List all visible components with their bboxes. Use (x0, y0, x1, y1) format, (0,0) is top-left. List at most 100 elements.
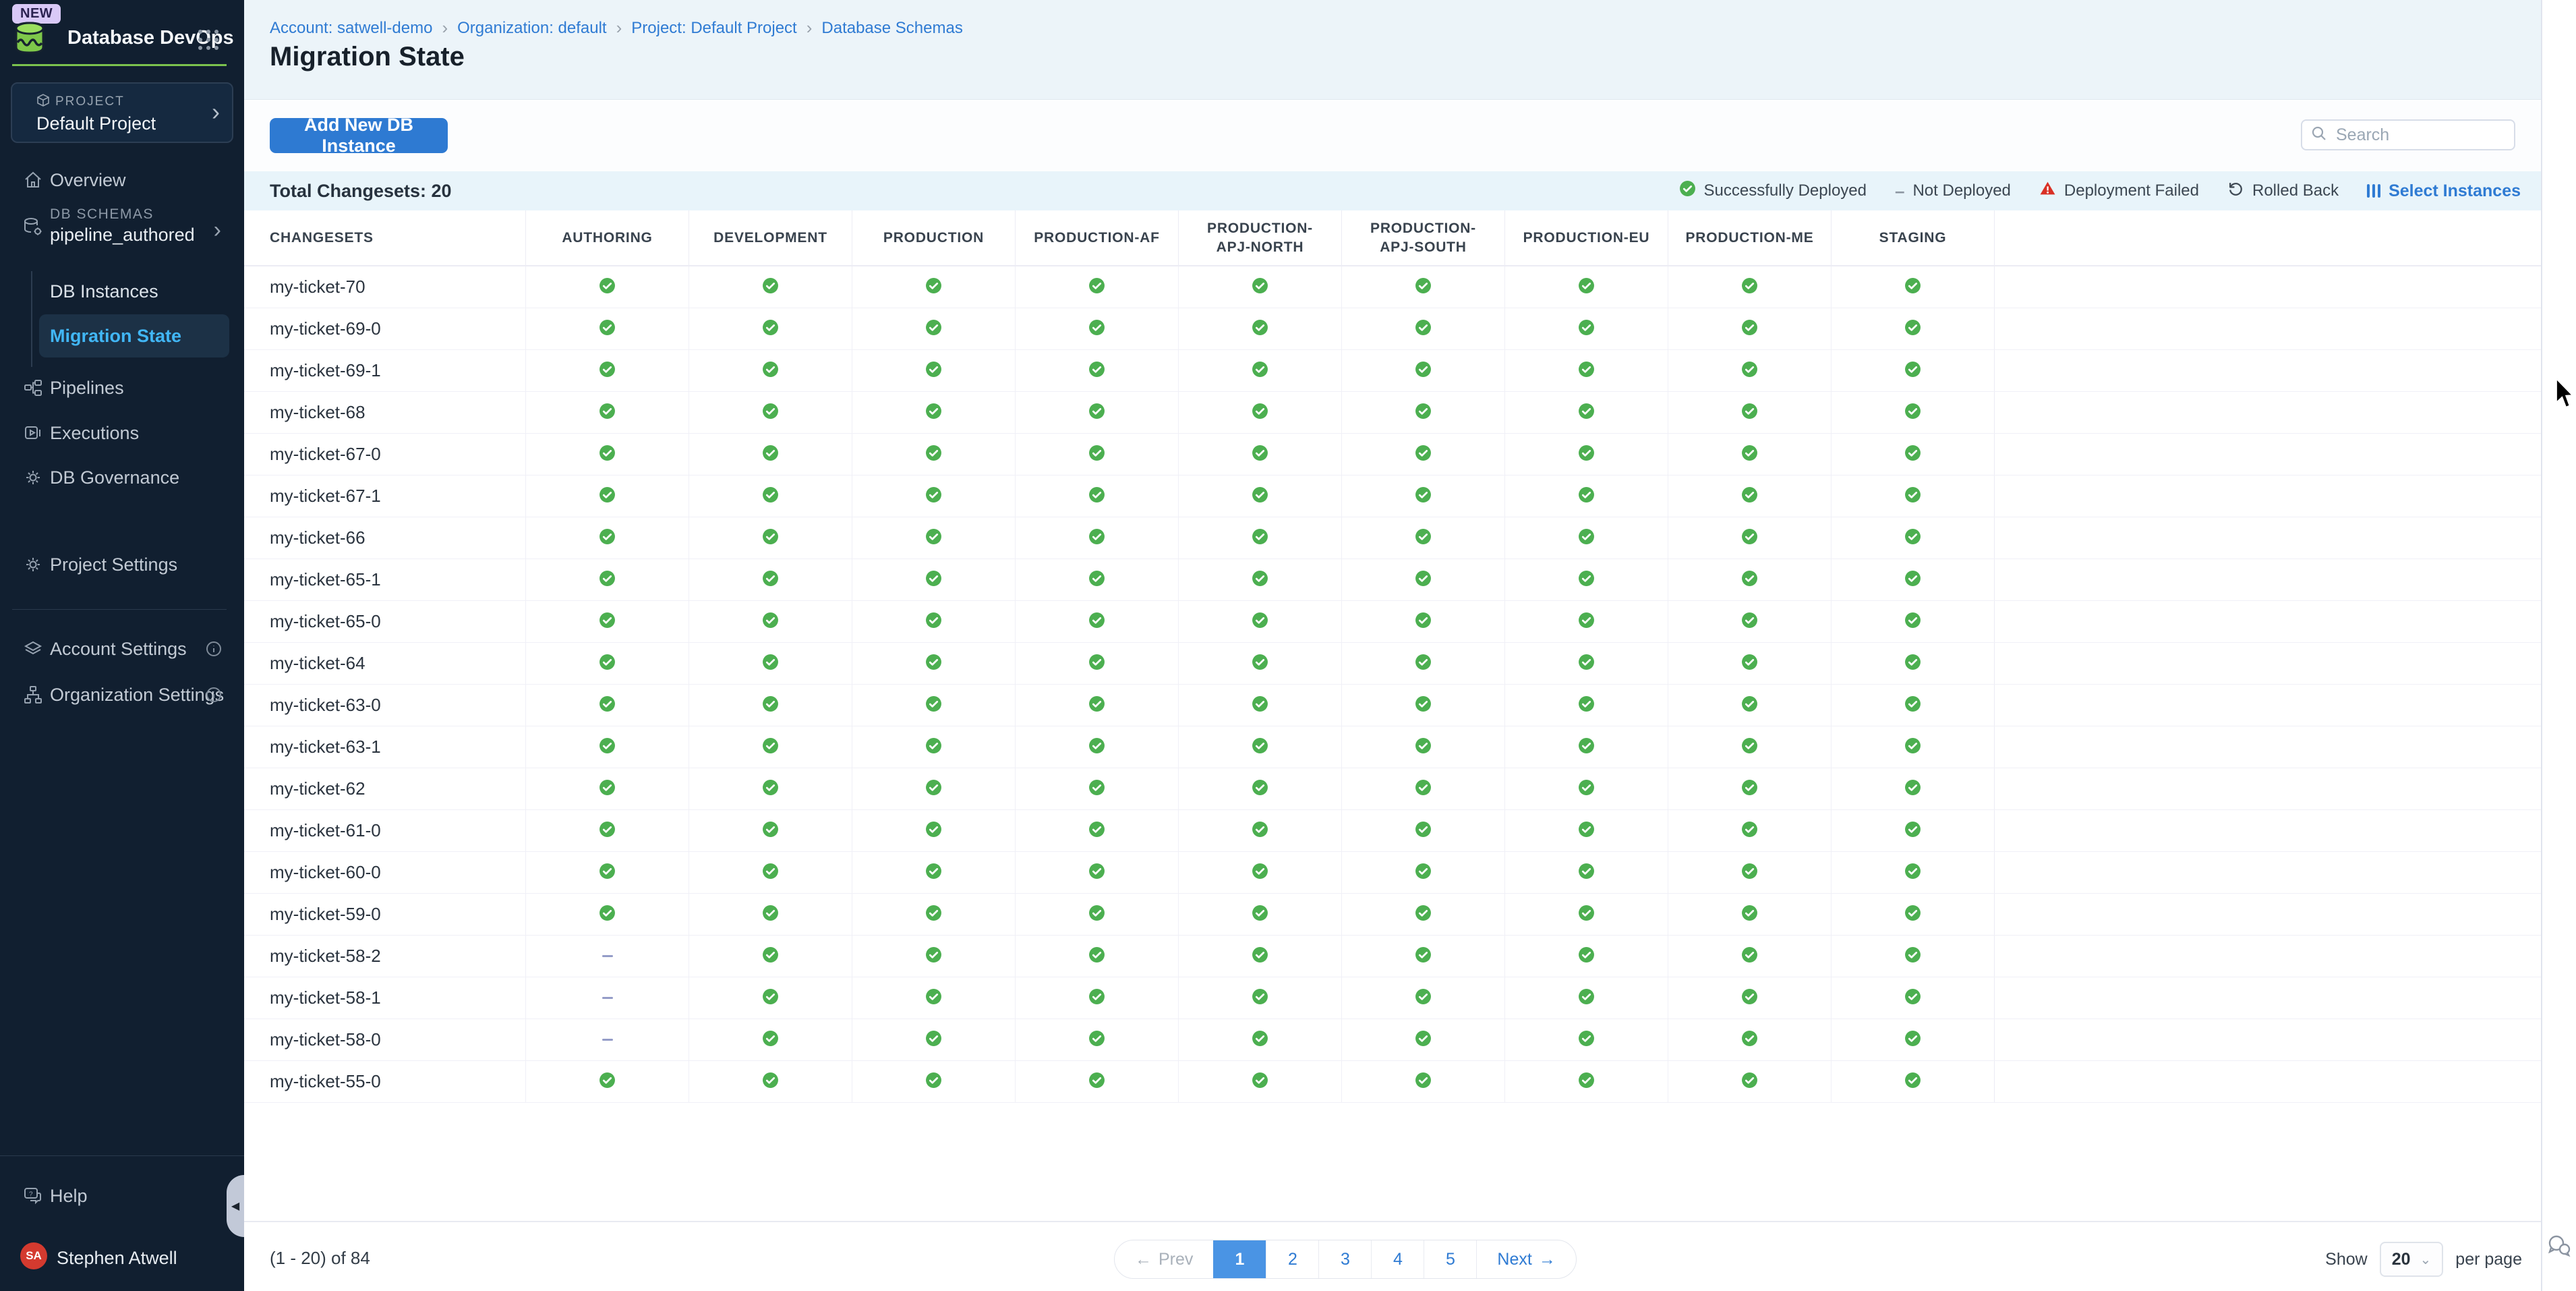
dash-icon (602, 997, 613, 999)
status-cell (852, 350, 1015, 391)
breadcrumb-link[interactable]: Account: satwell-demo (270, 19, 432, 38)
rollback-icon (2227, 180, 2244, 202)
support-chat-icon[interactable] (2545, 1233, 2572, 1260)
check-badge-icon (925, 1030, 942, 1050)
status-cell (1178, 852, 1341, 893)
status-cell (525, 1019, 689, 1060)
sidebar-item-db-schemas[interactable]: DB SCHEMAS pipeline_authored › (0, 206, 244, 258)
row-filler (1994, 643, 2541, 684)
table-row: my-ticket-63-0 (244, 685, 2541, 726)
status-cell (525, 601, 689, 642)
check-badge-icon (1252, 403, 1268, 423)
status-cell (689, 601, 852, 642)
sidebar-collapse-toggle[interactable]: ◀ (227, 1175, 244, 1237)
sidebar-item-project-settings[interactable]: Project Settings (0, 546, 244, 583)
check-badge-icon (925, 444, 942, 465)
check-badge-icon (762, 277, 779, 297)
page-button[interactable]: 2 (1266, 1240, 1318, 1278)
status-cell (1668, 476, 1831, 517)
org-chart-icon (23, 685, 43, 705)
status-cell (1831, 350, 1994, 391)
sidebar-item-label: Project Settings (50, 554, 177, 575)
check-badge-icon (1578, 1072, 1595, 1092)
check-badge-icon (1578, 1030, 1595, 1050)
page-size-select[interactable]: 20 ⌄ (2380, 1242, 2444, 1277)
check-badge-icon (1088, 779, 1105, 799)
status-cell (1668, 1019, 1831, 1060)
project-selector[interactable]: PROJECT Default Project › (11, 82, 233, 143)
breadcrumb-link[interactable]: Organization: default (457, 19, 606, 38)
sidebar-item-executions[interactable]: Executions (0, 414, 244, 452)
check-badge-icon (1578, 319, 1595, 339)
check-badge-icon (1578, 779, 1595, 799)
sidebar-item-label: Organization Settings (50, 685, 224, 706)
project-name: Default Project (36, 113, 156, 134)
check-badge-icon (1741, 1072, 1758, 1092)
check-badge-icon (1904, 570, 1921, 590)
check-badge-icon (925, 863, 942, 883)
page-button[interactable]: 1 (1213, 1240, 1266, 1278)
app-window: NEW Database DevOps PROJECT Default Proj… (0, 0, 2576, 1291)
add-db-instance-button[interactable]: Add New DB Instance (270, 118, 448, 153)
sidebar-item-pipelines[interactable]: Pipelines (0, 369, 244, 407)
status-cell (1668, 852, 1831, 893)
status-cell (1178, 308, 1341, 349)
page-button[interactable]: 3 (1318, 1240, 1371, 1278)
column-header: PRODUCTION (852, 210, 1015, 265)
check-badge-icon (1904, 654, 1921, 674)
next-page-button[interactable]: Next → (1476, 1240, 1575, 1278)
home-icon (23, 170, 43, 190)
changeset-name: my-ticket-64 (244, 643, 525, 684)
status-cell (1831, 1061, 1994, 1102)
sidebar-item-account-settings[interactable]: Account Settings (0, 630, 244, 668)
status-cell (1668, 726, 1831, 768)
check-badge-icon (599, 654, 616, 674)
check-badge-icon (1088, 988, 1105, 1008)
check-badge-icon (1252, 277, 1268, 297)
status-cell (1831, 977, 1994, 1019)
sidebar-item-db-governance[interactable]: DB Governance (0, 459, 244, 496)
status-cell (1341, 517, 1504, 558)
table-row: my-ticket-67-1 (244, 476, 2541, 517)
status-cell (852, 601, 1015, 642)
prev-page-button[interactable]: ← Prev (1115, 1240, 1213, 1278)
sidebar-item-help[interactable]: ? Help (0, 1177, 244, 1215)
check-badge-icon (1088, 570, 1105, 590)
user-name[interactable]: Stephen Atwell (57, 1248, 177, 1269)
page-button[interactable]: 5 (1424, 1240, 1476, 1278)
search-box[interactable] (2301, 119, 2515, 150)
search-input[interactable] (2335, 125, 2496, 146)
status-cell (1831, 768, 1994, 809)
status-cell (1178, 601, 1341, 642)
user-avatar[interactable]: SA (20, 1242, 47, 1269)
warning-triangle-icon (2039, 180, 2056, 202)
breadcrumb-link[interactable]: Project: Default Project (631, 19, 796, 38)
check-badge-icon (599, 570, 616, 590)
status-cell (1504, 601, 1668, 642)
status-cell (852, 894, 1015, 935)
status-cell (1504, 308, 1668, 349)
check-badge-icon (1741, 905, 1758, 925)
check-badge-icon (1578, 863, 1595, 883)
check-badge-icon (1679, 180, 1696, 202)
check-badge-icon (599, 821, 616, 841)
status-cell (689, 643, 852, 684)
check-badge-icon (1088, 403, 1105, 423)
sidebar-item-label: Migration State (50, 326, 181, 347)
status-cell (1015, 685, 1178, 726)
row-filler (1994, 266, 2541, 308)
breadcrumb-link[interactable]: Database Schemas (821, 19, 962, 38)
sidebar-item-migration-state[interactable]: Migration State (39, 314, 229, 357)
status-cell (1341, 977, 1504, 1019)
page-button[interactable]: 4 (1371, 1240, 1424, 1278)
status-cell (689, 894, 852, 935)
sidebar-item-overview[interactable]: Overview (0, 161, 244, 199)
sidebar-item-db-instances[interactable]: DB Instances (39, 272, 229, 310)
status-cell (852, 1061, 1015, 1102)
app-launcher-icon[interactable] (198, 30, 221, 53)
status-cell (1831, 517, 1994, 558)
status-cell (1668, 643, 1831, 684)
sidebar-item-organization-settings[interactable]: Organization Settings (0, 676, 244, 714)
table-header-row: CHANGESETSAUTHORINGDEVELOPMENTPRODUCTION… (244, 210, 2541, 266)
select-instances-button[interactable]: Select Instances (2367, 181, 2521, 201)
